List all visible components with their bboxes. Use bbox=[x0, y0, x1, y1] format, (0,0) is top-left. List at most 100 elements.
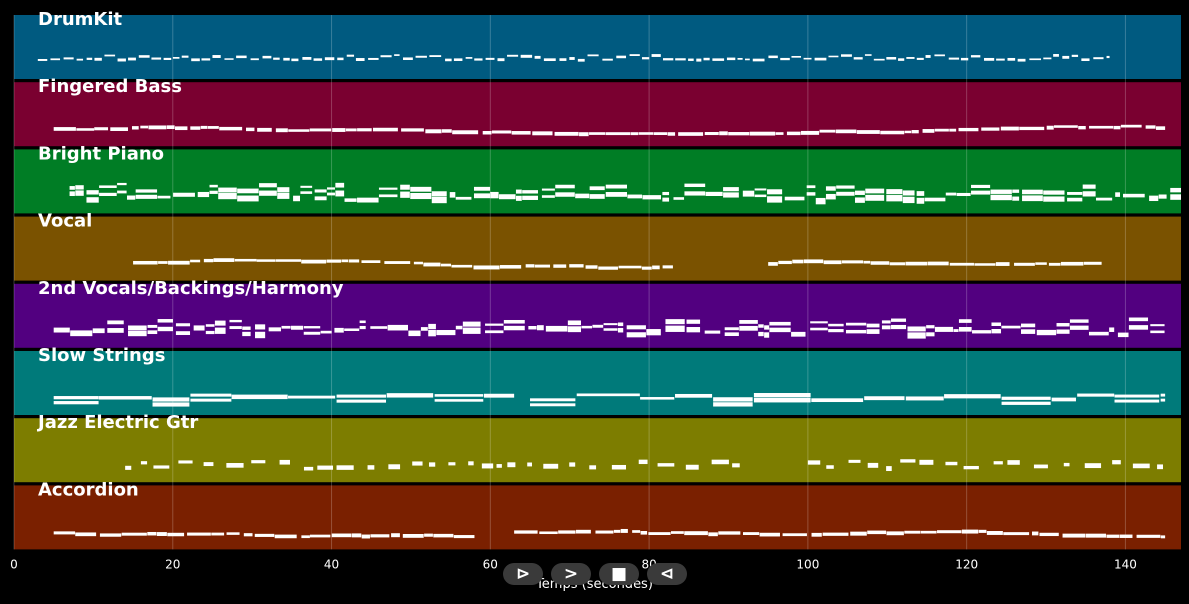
note bbox=[75, 190, 84, 196]
note bbox=[157, 319, 173, 323]
note bbox=[724, 327, 739, 331]
note bbox=[1019, 126, 1045, 131]
note bbox=[346, 54, 355, 57]
note bbox=[485, 57, 495, 60]
forward-icon: > bbox=[563, 564, 579, 584]
note bbox=[378, 194, 398, 198]
note bbox=[810, 321, 828, 324]
note bbox=[543, 463, 559, 469]
note bbox=[1109, 327, 1115, 332]
note bbox=[53, 531, 76, 535]
note bbox=[723, 192, 739, 198]
note bbox=[675, 58, 686, 61]
note bbox=[53, 401, 99, 405]
play-button[interactable]: ⊳ bbox=[503, 563, 543, 585]
stop-button[interactable]: ■ bbox=[599, 563, 639, 585]
note bbox=[214, 327, 226, 334]
note bbox=[173, 192, 195, 197]
note bbox=[410, 192, 432, 200]
note bbox=[368, 57, 379, 60]
note bbox=[708, 532, 718, 537]
note bbox=[499, 194, 516, 200]
note bbox=[759, 532, 780, 537]
note bbox=[190, 126, 201, 130]
note bbox=[1132, 463, 1150, 469]
note bbox=[107, 328, 124, 333]
note bbox=[828, 323, 844, 327]
note bbox=[394, 54, 400, 56]
note bbox=[949, 128, 957, 132]
note bbox=[810, 327, 828, 331]
note bbox=[1089, 125, 1114, 129]
note bbox=[1020, 323, 1036, 328]
note bbox=[616, 55, 627, 59]
note bbox=[99, 192, 117, 196]
note bbox=[937, 530, 962, 534]
note bbox=[920, 530, 937, 534]
note bbox=[1039, 532, 1059, 537]
note bbox=[1069, 319, 1089, 323]
x-tick-label: 120 bbox=[955, 557, 978, 571]
note bbox=[205, 330, 215, 335]
track-label: Fingered Bass bbox=[38, 76, 182, 97]
note bbox=[758, 324, 764, 328]
note bbox=[530, 403, 576, 407]
note bbox=[277, 187, 290, 193]
note bbox=[1001, 401, 1051, 405]
x-tick-label: 40 bbox=[324, 557, 339, 571]
note bbox=[370, 534, 390, 538]
note bbox=[1114, 399, 1160, 403]
note bbox=[1033, 464, 1048, 469]
note bbox=[665, 325, 685, 332]
note bbox=[684, 531, 708, 536]
note bbox=[207, 126, 219, 129]
note bbox=[301, 535, 310, 539]
note bbox=[288, 395, 336, 399]
note bbox=[386, 393, 434, 398]
track-lane bbox=[14, 485, 1181, 550]
note bbox=[545, 325, 568, 332]
note bbox=[157, 326, 173, 332]
note bbox=[175, 323, 191, 327]
note bbox=[891, 324, 907, 330]
note bbox=[753, 393, 811, 398]
note bbox=[408, 330, 421, 337]
note bbox=[344, 328, 360, 331]
note bbox=[268, 327, 282, 332]
note bbox=[907, 332, 926, 339]
note bbox=[873, 58, 885, 61]
note bbox=[719, 131, 728, 136]
note bbox=[1056, 323, 1070, 327]
note bbox=[684, 191, 706, 196]
note bbox=[327, 192, 335, 196]
playback-controls: ⊳ > ■ ⊲ bbox=[500, 563, 690, 587]
note bbox=[1082, 184, 1096, 189]
note bbox=[283, 57, 290, 61]
back-button[interactable]: ⊲ bbox=[647, 563, 687, 585]
note bbox=[1007, 460, 1020, 465]
note bbox=[205, 324, 215, 327]
note bbox=[178, 460, 193, 464]
note bbox=[229, 319, 242, 323]
track-label: Vocal bbox=[38, 211, 92, 232]
note bbox=[626, 332, 646, 338]
note bbox=[753, 398, 811, 403]
note bbox=[451, 264, 473, 268]
note bbox=[53, 396, 99, 400]
note bbox=[490, 191, 499, 199]
note bbox=[355, 58, 365, 61]
note bbox=[485, 330, 504, 334]
note bbox=[468, 461, 474, 466]
forward-button[interactable]: > bbox=[551, 563, 591, 585]
note bbox=[534, 264, 551, 268]
note bbox=[110, 127, 128, 131]
note bbox=[768, 262, 778, 266]
note bbox=[605, 192, 628, 197]
note bbox=[434, 399, 484, 402]
note bbox=[324, 57, 335, 61]
note bbox=[617, 322, 624, 327]
note bbox=[956, 192, 971, 197]
note bbox=[1036, 329, 1057, 336]
note bbox=[499, 265, 522, 269]
note bbox=[303, 466, 314, 471]
